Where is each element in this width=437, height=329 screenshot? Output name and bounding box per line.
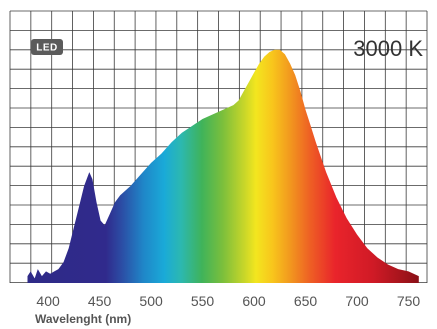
x-tick-label: 700: [345, 293, 369, 309]
led-badge-label: LED: [36, 43, 58, 54]
spectrum-area: [27, 49, 419, 284]
x-axis-label: Wavelenght (nm): [35, 312, 131, 326]
led-badge: LED: [31, 39, 63, 55]
x-tick-label: 550: [191, 293, 215, 309]
cct-label: 3000 K: [353, 36, 423, 61]
x-tick-label: 400: [36, 293, 60, 309]
x-tick-label: 600: [242, 293, 266, 309]
x-tick-label: 500: [139, 293, 163, 309]
x-tick-label: 450: [88, 293, 112, 309]
x-axis-ticks: 400 450 500 550 600 650 700 750: [36, 293, 420, 309]
x-tick-label: 650: [294, 293, 318, 309]
x-tick-label: 750: [397, 293, 421, 309]
